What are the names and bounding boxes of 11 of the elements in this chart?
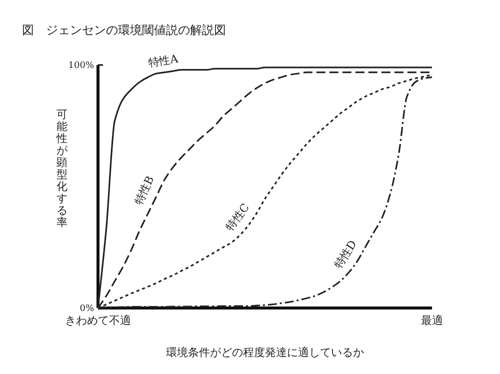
x-tick-label: きわめて不適 bbox=[65, 314, 131, 327]
text: 特性C bbox=[223, 201, 252, 234]
text: 可能性が顕型化する率 bbox=[56, 108, 68, 229]
y-tick-label: 100% bbox=[68, 61, 94, 71]
text: 特性D bbox=[332, 238, 360, 271]
text: 特性B bbox=[132, 174, 157, 207]
chart-title: 図 ジェンセンの環境閾値説の解説図 bbox=[22, 23, 226, 37]
y-tick-label: 0% bbox=[80, 304, 94, 314]
x-axis-title: 環境条件がどの程度発達に適しているか bbox=[166, 346, 364, 359]
text: 特性A bbox=[147, 52, 180, 70]
x-tick-label: 最適 bbox=[421, 314, 443, 327]
